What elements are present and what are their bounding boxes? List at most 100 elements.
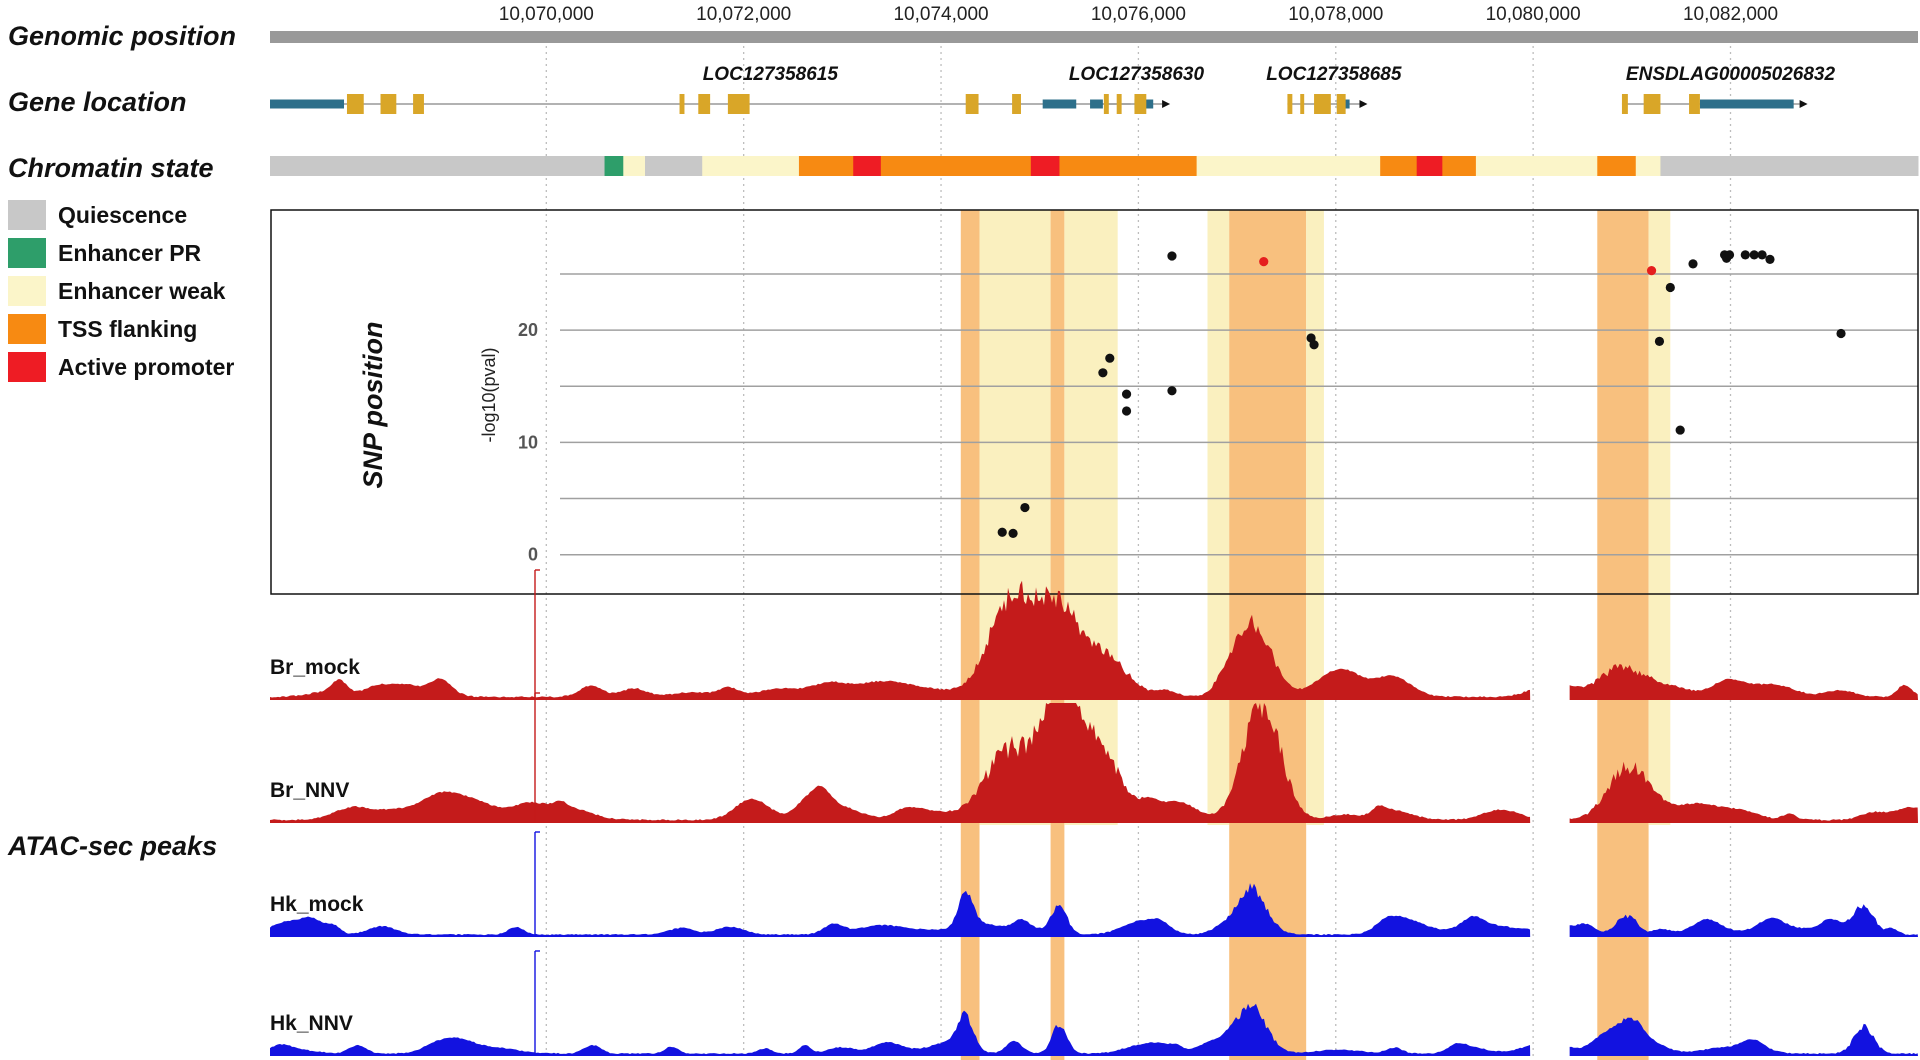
- snp-ytick-1: 10: [518, 432, 538, 452]
- gene-exon: [1287, 94, 1293, 114]
- gene-exon: [1621, 94, 1628, 114]
- strand-arrow-icon: [1359, 100, 1368, 108]
- legend-label-4: Active promoter: [58, 354, 234, 380]
- snp-point-0: [997, 527, 1007, 537]
- chromatin-segment-tss_flanking: [1380, 156, 1418, 176]
- snp-point-23: [1765, 254, 1775, 265]
- chromatin-segment-enhancer_weak: [623, 156, 646, 176]
- snp-point-3: [1098, 368, 1108, 378]
- gene-exon: [1300, 94, 1305, 114]
- chromatin-segment-enhancer_weak: [1475, 156, 1598, 176]
- snp-point-19: [1724, 250, 1735, 260]
- gene-name-label: LOC127358685: [1266, 64, 1402, 85]
- chromatin-segment-enhancer_weak: [1196, 156, 1381, 176]
- gene-exon: [679, 94, 685, 114]
- gene-utr: [1090, 99, 1103, 109]
- snp-point-24: [1836, 328, 1846, 339]
- snp-y-axis-label: -log10(pval): [479, 347, 499, 442]
- tick-label-6: 10,082,000: [1683, 4, 1778, 25]
- chromatin-segment-active_promoter: [1030, 156, 1060, 176]
- gene-exon: [346, 94, 364, 114]
- gene-name-label: LOC127358630: [1069, 64, 1205, 85]
- snp-point-20: [1740, 250, 1750, 260]
- chromatin-segment-enhancer_pr: [604, 156, 624, 176]
- snp-ytick-2: 20: [518, 320, 538, 340]
- snp-points: [997, 250, 1846, 538]
- atac-track-Br_NNV: Br_NNV: [270, 692, 1918, 823]
- snp-point-12: [1646, 266, 1657, 276]
- snp-point-11: [1309, 340, 1319, 350]
- snp-point-15: [1675, 425, 1685, 435]
- track-label-Br_NNV: Br_NNV: [270, 779, 349, 802]
- label-gene-location: Gene location: [8, 87, 187, 117]
- highlight-region-4: [1207, 210, 1230, 825]
- tick-label-5: 10,080,000: [1486, 4, 1581, 25]
- chromatin-segment-quiescence: [644, 156, 703, 176]
- gene-ENSDLAG00005026832: ENSDLAG00005026832: [1621, 64, 1835, 114]
- chromatin-segment-tss_flanking: [1059, 156, 1198, 176]
- gene-utr: [1042, 99, 1077, 109]
- highlight-region-6: [1306, 210, 1324, 825]
- legend-swatch-0: [8, 200, 46, 230]
- snp-point-6: [1121, 406, 1132, 416]
- label-genomic-position: Genomic position: [8, 21, 236, 51]
- snp-point-2: [1020, 502, 1030, 513]
- snp-point-9: [1259, 257, 1269, 267]
- gene-LOC127358630: LOC127358630: [1069, 64, 1205, 114]
- gene-exon: [1689, 94, 1700, 114]
- track-label-Hk_NNV: Hk_NNV: [270, 1012, 353, 1035]
- snp-point-16: [1688, 259, 1698, 269]
- chromatin-segment-enhancer_weak: [702, 156, 800, 176]
- atac-track-Br_mock: Br_mock: [270, 569, 1918, 700]
- snp-point-14: [1665, 282, 1675, 293]
- snp-point-5: [1121, 389, 1132, 399]
- tick-label-4: 10,078,000: [1288, 4, 1383, 25]
- label-atac-peaks: ATAC-sec peaks: [7, 831, 217, 861]
- tick-label-0: 10,070,000: [499, 4, 594, 25]
- gene-exon: [380, 94, 397, 114]
- genomic-position-ticks: 10,070,000 10,072,000 10,074,000 10,076,000…: [499, 4, 1778, 25]
- snp-point-1: [1008, 528, 1018, 538]
- chromatin-segment-quiescence: [1660, 156, 1919, 176]
- gene-utr: [1699, 99, 1794, 109]
- gene-name-label: LOC127358615: [703, 64, 839, 85]
- atac-track-Hk_mock: Hk_mock: [270, 831, 1918, 937]
- snp-ytick-0: 0: [528, 545, 538, 565]
- atac-signal-area: [1569, 761, 1918, 823]
- gene-exon: [1116, 94, 1122, 114]
- chromatin-segment-tss_flanking: [1442, 156, 1477, 176]
- track-label-Br_mock: Br_mock: [270, 656, 360, 679]
- gene-exon: [1012, 94, 1021, 114]
- track-label-Hk_mock: Hk_mock: [270, 893, 364, 916]
- gene-LOC127358615: LOC127358615: [270, 64, 1131, 114]
- snp-point-4: [1105, 353, 1115, 363]
- genomic-position-bar: [270, 31, 1918, 43]
- snp-point-7: [1167, 251, 1177, 261]
- legend-swatch-3: [8, 314, 46, 344]
- chromatin-legend: Quiescence Enhancer PR Enhancer weak TSS fl…: [8, 200, 234, 382]
- chromatin-segment-tss_flanking: [880, 156, 1032, 176]
- gene-utr: [270, 99, 345, 109]
- gene-exon: [1103, 94, 1109, 114]
- atac-signal-area: [1569, 1017, 1918, 1056]
- legend-label-0: Quiescence: [58, 202, 187, 228]
- chromatin-state-track: [270, 156, 1919, 176]
- snp-position-title: SNP position: [358, 322, 388, 489]
- gene-exon: [727, 94, 750, 114]
- label-chromatin-state: Chromatin state: [8, 153, 214, 183]
- vertical-gridlines: [545, 46, 1732, 1060]
- atac-signal-area: [270, 883, 1531, 937]
- snp-gridlines: [560, 273, 1918, 556]
- snp-point-21: [1749, 250, 1759, 260]
- gene-exon: [1643, 94, 1661, 114]
- atac-signal-area: [1569, 664, 1918, 700]
- highlight-region-8: [1648, 210, 1671, 825]
- gene-LOC127358685: LOC127358685: [1266, 64, 1402, 114]
- gene-exon: [698, 94, 711, 114]
- atac-signal-area: [270, 580, 1531, 700]
- chromatin-segment-active_promoter: [853, 156, 882, 176]
- snp-point-8: [1167, 386, 1177, 396]
- atac-signal-area: [1569, 904, 1918, 937]
- gene-track: LOC127358615 LOC127358630 LOC127358685 ENSD…: [270, 64, 1835, 114]
